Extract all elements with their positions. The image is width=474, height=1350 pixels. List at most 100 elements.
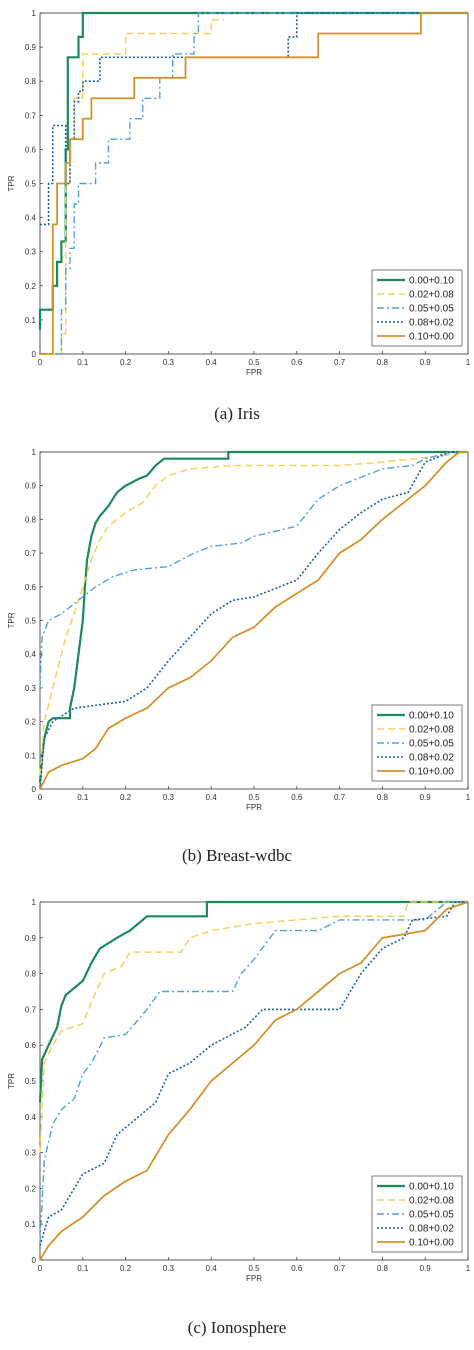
x-tick-label: 0.9 (420, 793, 432, 802)
x-axis-label: FPR (246, 803, 262, 812)
y-tick-label: 0 (32, 785, 37, 794)
x-tick-label: 0.3 (163, 1264, 175, 1273)
x-tick-label: 0.6 (291, 793, 303, 802)
y-tick-label: 1 (32, 898, 37, 907)
x-tick-label: 1 (466, 358, 471, 367)
series-line-2 (40, 19, 224, 355)
x-tick-label: 0.2 (120, 358, 132, 367)
y-tick-label: 0.1 (25, 1220, 37, 1229)
legend-entry: 0.05+0.05 (409, 304, 454, 315)
x-tick-label: 0.7 (334, 1264, 346, 1273)
y-tick-label: 0.9 (25, 43, 37, 52)
legend-entry: 0.05+0.05 (409, 739, 454, 750)
legend-entry: 0.08+0.02 (409, 753, 454, 764)
legend-entry: 0.10+0.00 (409, 1238, 454, 1249)
chart-panel-breast-wdbc: 0 0.1 0.2 0.3 0.4 0.5 0.6 0.7 0.8 0.9 1 0 0.1 0.2 0.3 0… (0, 440, 474, 890)
y-tick-label: 0.7 (25, 549, 37, 558)
y-axis-label: TPR (7, 175, 16, 191)
x-tick-label: 0.9 (420, 1264, 432, 1273)
x-tick-label: 0.4 (206, 1264, 218, 1273)
series-line-2 (39, 451, 469, 776)
chart-caption: (c) Ionosphere (187, 1318, 287, 1337)
y-tick-label: 0.7 (25, 1005, 37, 1014)
y-tick-label: 0.5 (25, 617, 37, 626)
series-line-3 (40, 12, 468, 355)
series-line-4 (39, 451, 468, 790)
series-line-1 (38, 900, 468, 1103)
series-line-5 (39, 901, 469, 1261)
y-tick-label: 0.6 (25, 145, 37, 154)
roc-chart-iris: 0 0.1 0.2 0.3 0.4 0.5 0.6 0.7 0.8 0.9 1 0 0.1 0.2 0.3 0… (7, 9, 471, 377)
series-line-5 (40, 12, 468, 355)
y-tick-label: 0 (32, 1256, 37, 1265)
x-tick-label: 0.4 (206, 793, 218, 802)
legend-entry: 0.10+0.00 (409, 332, 454, 343)
y-tick-label: 0.4 (25, 214, 37, 223)
y-tick-label: 0.3 (25, 1149, 37, 1158)
x-tick-label: 0.5 (248, 793, 260, 802)
y-tick-label: 0.5 (25, 1077, 37, 1086)
x-tick-label: 0.3 (163, 793, 175, 802)
y-tick-label: 0.2 (25, 718, 37, 727)
y-tick-label: 0.9 (25, 934, 37, 943)
x-tick-label: 0.3 (163, 358, 175, 367)
chart-panel-ionosphere: 0 0.1 0.2 0.3 0.4 0.5 0.6 0.7 0.8 0.9 1 0 0.1 0.2 0.3 0… (0, 890, 474, 1350)
x-tick-label: 0.6 (291, 1264, 303, 1273)
series-line-4 (39, 901, 468, 1246)
x-tick-label: 0.1 (77, 1264, 89, 1273)
y-tick-label: 0.7 (25, 111, 37, 120)
x-tick-label: 0.7 (334, 793, 346, 802)
roc-chart-breast-wdbc: 0 0.1 0.2 0.3 0.4 0.5 0.6 0.7 0.8 0.9 1 0 0.1 0.2 0.3 0… (7, 448, 471, 812)
x-tick-label: 1 (466, 793, 471, 802)
x-tick-label: 0.1 (77, 358, 89, 367)
chart-caption: (a) Iris (214, 404, 260, 423)
x-axis-label: FPR (246, 1274, 262, 1283)
chart-caption: (b) Breast-wdbc (182, 846, 292, 865)
legend-entry: 0.08+0.02 (409, 1224, 454, 1235)
x-tick-label: 0.5 (248, 358, 260, 367)
roc-chart-ionosphere: 0 0.1 0.2 0.3 0.4 0.5 0.6 0.7 0.8 0.9 1 0 0.1 0.2 0.3 0… (7, 898, 471, 1283)
x-tick-label: 1 (466, 1264, 471, 1273)
x-tick-label: 0 (38, 793, 43, 802)
legend-entry: 0.02+0.08 (409, 1196, 454, 1207)
y-tick-label: 0.5 (25, 180, 37, 189)
y-tick-label: 0.1 (25, 751, 37, 760)
y-tick-label: 0.3 (25, 684, 37, 693)
x-tick-label: 0.2 (120, 1264, 132, 1273)
y-tick-label: 0.6 (25, 1041, 37, 1050)
legend-entry: 0.00+0.10 (409, 711, 454, 722)
y-tick-label: 0.3 (25, 248, 37, 257)
legend-entry: 0.10+0.00 (409, 767, 454, 778)
x-tick-label: 0 (38, 1264, 43, 1273)
x-tick-label: 0.1 (77, 793, 89, 802)
legend-entry: 0.00+0.10 (409, 1182, 454, 1193)
y-tick-label: 0.4 (25, 650, 37, 659)
y-tick-label: 0.9 (25, 482, 37, 491)
x-tick-label: 0.9 (420, 358, 432, 367)
y-tick-label: 0.4 (25, 1113, 37, 1122)
y-tick-label: 0.1 (25, 316, 37, 325)
series-line-4 (40, 12, 468, 226)
series-line-1 (38, 450, 468, 783)
series-line-3 (39, 901, 468, 1243)
legend-entry: 0.00+0.10 (409, 276, 454, 287)
x-tick-label: 0.8 (377, 358, 389, 367)
x-axis-label: FPR (246, 368, 262, 377)
x-tick-label: 0.7 (334, 358, 346, 367)
y-tick-label: 0.8 (25, 970, 37, 979)
x-tick-label: 0.8 (377, 793, 389, 802)
y-tick-label: 0.8 (25, 77, 37, 86)
chart-panel-iris: 0 0.1 0.2 0.3 0.4 0.5 0.6 0.7 0.8 0.9 1 0 0.1 0.2 0.3 0… (0, 0, 474, 440)
legend-entry: 0.02+0.08 (409, 725, 454, 736)
y-tick-label: 0.2 (25, 282, 37, 291)
series-line-5 (39, 451, 468, 790)
y-tick-label: 0.8 (25, 515, 37, 524)
series-line-2 (39, 901, 468, 1153)
y-axis-label: TPR (7, 612, 16, 628)
y-axis-label: TPR (7, 1073, 16, 1089)
x-tick-label: 0 (38, 358, 43, 367)
x-tick-label: 0.4 (206, 358, 218, 367)
x-tick-label: 0.2 (120, 793, 132, 802)
legend-entry: 0.02+0.08 (409, 290, 454, 301)
x-tick-label: 0.8 (377, 1264, 389, 1273)
